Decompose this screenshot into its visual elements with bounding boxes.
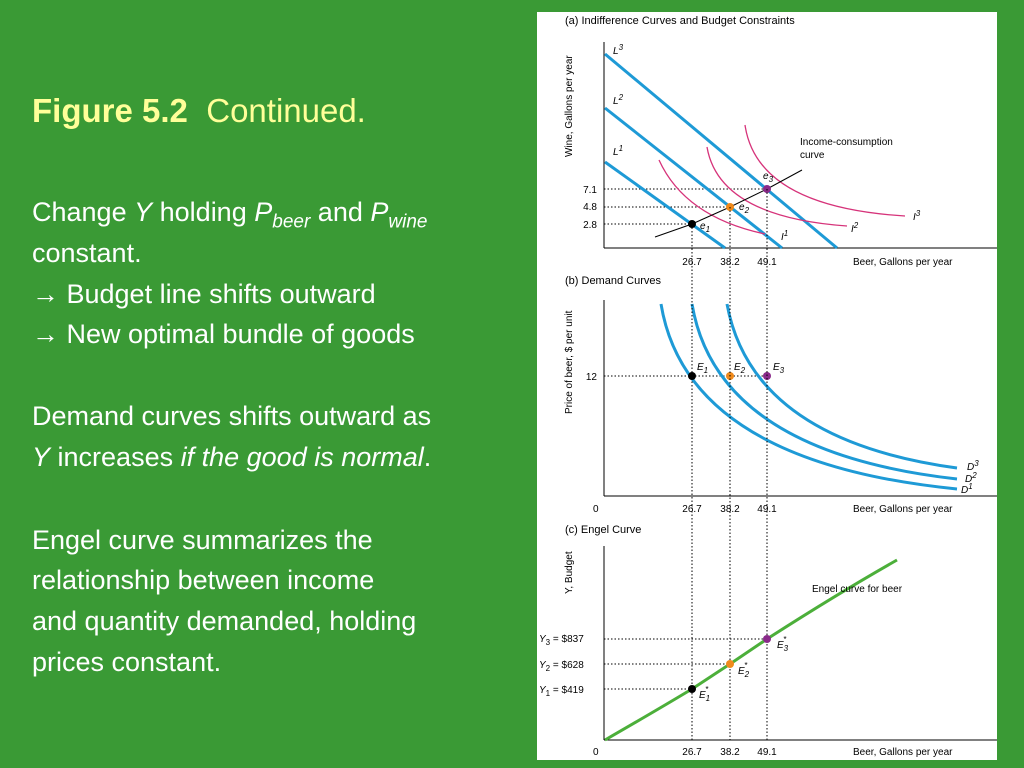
demand-curve-d1 [659,303,958,491]
panel-c-ytick-y2: Y2 = $628 [539,660,584,673]
text-and: and [317,197,363,227]
panel-b-title: (b) Demand Curves [565,275,661,287]
text-p-wine: P [370,197,389,227]
budget-line-l2 [604,106,783,250]
text-change: Change [32,197,127,227]
panel-a-title: (a) Indifference Curves and Budget Const… [565,15,795,27]
label-E2-engel: E2* [738,661,750,679]
icc-label-line-2: curve [800,150,825,161]
label-e3: e3 [763,171,774,184]
panel-c-origin: 0 [593,747,599,758]
label-E2-demand: E2 [734,362,746,375]
panel-c-ylabel: Y, Budget [564,551,575,594]
figure-number: Figure 5.2 [32,92,188,129]
paragraph-1-line-2: constant. [32,238,142,268]
label-e1: e1 [700,221,710,234]
panel-a-ytick-4-8: 4.8 [583,202,597,213]
paragraph-2-line-2: Y increases if the good is normal. [32,437,431,477]
text-p-beer: P [254,197,273,227]
label-E1-engel: E1* [699,685,710,703]
text-if-normal: if the good is normal [180,442,424,472]
panel-b-xtick-26-7: 26.7 [682,504,702,515]
label-l3: L3 [613,43,624,57]
budget-line-l3 [604,52,838,250]
demand-curve-d3 [725,303,958,470]
panel-a-xlabel: Beer, Gallons per year [853,257,953,268]
panel-c-title: (c) Engel Curve [565,524,641,536]
panel-c-ytick-y3: Y3 = $837 [539,634,584,647]
indifference-curve-i3 [744,124,906,217]
text-y-2: Y [32,442,51,472]
label-E3-engel: E3* [777,635,789,653]
paragraph-2-line-1: Demand curves shifts outward as [32,401,432,431]
text-beer-sub: beer [272,211,311,233]
label-l1: L1 [613,144,623,158]
panel-c-xtick-26-7: 26.7 [682,747,702,758]
panel-b-ytick-12: 12 [586,372,598,383]
panel-a-ylabel: Wine, Gallons per year [564,55,575,157]
budget-line-l1 [604,160,726,250]
label-d2: D2 [965,471,977,485]
panel-c-xtick-38-2: 38.2 [720,747,740,758]
paragraph-3-line-1: Engel curve summarizes the [32,525,373,555]
engel-curve-label: Engel curve for beer [812,584,903,595]
label-E3-demand: E3 [773,362,785,375]
paragraph-3-line-3: and quantity demanded, holding [32,606,417,636]
text-wine-sub: wine [388,211,428,233]
label-i2: I2 [851,221,859,235]
bullet-budget-line: → Budget line shifts outward [32,279,376,309]
label-i1: I1 [781,229,788,243]
panel-b-xlabel: Beer, Gallons per year [853,504,953,515]
paragraph-3-line-2: relationship between income [32,565,375,595]
panel-a-ytick-2-8: 2.8 [583,220,597,231]
label-d1: D1 [961,482,973,496]
text-increases: increases [57,442,174,472]
figure-continued: Continued. [206,92,366,129]
label-l2: L2 [613,93,624,107]
slide-title: Figure 5.2 Continued. [32,92,366,130]
icc-label-line-1: Income-consumption [800,137,893,148]
figure-panel: (a) Indifference Curves and Budget Const… [537,12,997,760]
paragraph-3-line-4: prices constant. [32,647,222,677]
panel-b-origin: 0 [593,504,599,515]
panel-c-ytick-y1: Y1 = $419 [539,685,584,698]
figure-svg: (a) Indifference Curves and Budget Const… [539,15,997,758]
label-E1-demand: E1 [697,362,708,375]
demand-curve-d2 [690,303,958,481]
indifference-curve-i1 [658,159,766,235]
indifference-curve-i2 [706,146,848,227]
panel-b-ylabel: Price of beer, $ per unit [564,310,575,414]
label-i3: I3 [913,209,921,223]
panel-c-xlabel: Beer, Gallons per year [853,747,953,758]
point-E1-engel [688,685,696,693]
panel-a-xtick-38-2: 38.2 [720,257,740,268]
panel-a-ytick-7-1: 7.1 [583,185,597,196]
point-E3-engel [763,635,771,643]
bullet-optimal-bundle: → New optimal bundle of goods [32,319,415,349]
panel-c-xtick-49-1: 49.1 [757,747,777,758]
panel-b-xtick-49-1: 49.1 [757,504,777,515]
text-period: . [423,442,432,472]
paragraph-1-line-1: Change Y holding Pbeer and Pwine [32,192,427,242]
label-e2: e2 [739,202,750,215]
text-holding: holding [159,197,247,227]
text-y: Y [134,197,153,227]
label-d3: D3 [967,459,979,473]
point-E2-engel [726,660,734,668]
